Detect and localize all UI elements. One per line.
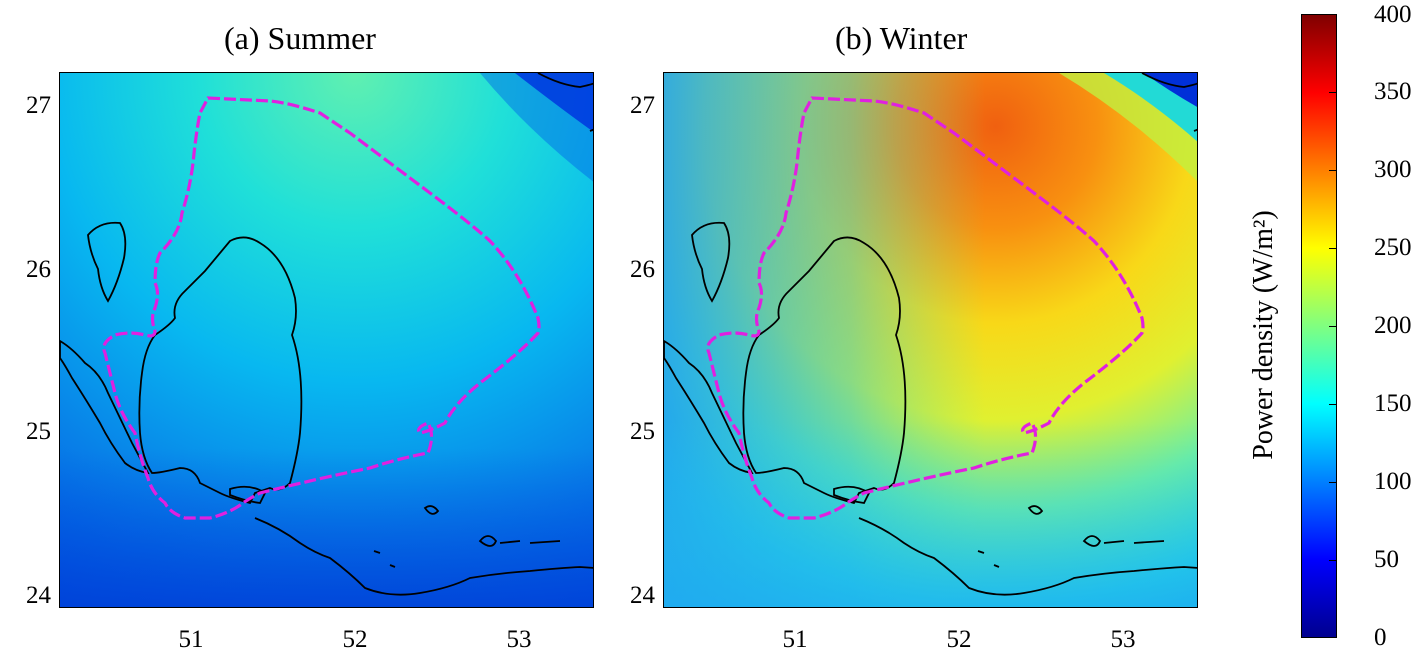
colorbar-tick-label: 200 xyxy=(1374,312,1412,339)
boundary-line xyxy=(102,96,541,520)
x-tick-label: 51 xyxy=(178,626,204,653)
x-tick-label: 52 xyxy=(342,626,368,653)
summer-heatmap xyxy=(59,72,594,608)
x-tick-label: 51 xyxy=(782,626,808,653)
colorbar-tick-label: 0 xyxy=(1374,624,1387,651)
y-tick-label: 27 xyxy=(26,92,51,119)
y-tick-label: 24 xyxy=(26,582,51,609)
panel-title-summer: (a) Summer xyxy=(224,20,376,56)
colorbar-tick-label: 100 xyxy=(1374,468,1412,495)
y-tick-label: 26 xyxy=(630,256,655,283)
y-tick-label: 25 xyxy=(26,418,51,445)
y-tick-label: 26 xyxy=(26,256,51,283)
coastline xyxy=(60,73,593,596)
y-tick-label: 25 xyxy=(630,418,655,445)
x-tick-label: 52 xyxy=(946,626,972,653)
colorbar-tick-label: 400 xyxy=(1374,1,1412,28)
colorbar-tick-label: 350 xyxy=(1374,78,1412,105)
colorbar-tick-label: 50 xyxy=(1374,546,1399,573)
x-tick-label: 53 xyxy=(506,626,532,653)
winter-heatmap xyxy=(663,72,1198,608)
colorbar-title-text: Power density (W/m²) xyxy=(1248,210,1279,460)
x-tick-label: 53 xyxy=(1110,626,1136,653)
coastline xyxy=(664,73,1197,596)
boundary-line xyxy=(706,96,1145,520)
y-tick-label: 24 xyxy=(630,582,655,609)
colorbar-tick-label: 150 xyxy=(1374,390,1412,417)
y-tick-label: 27 xyxy=(630,92,655,119)
panel-title-winter: (b) Winter xyxy=(835,20,968,56)
colorbar-tick-label: 300 xyxy=(1374,156,1412,183)
colorbar-tick-label: 250 xyxy=(1374,234,1412,261)
